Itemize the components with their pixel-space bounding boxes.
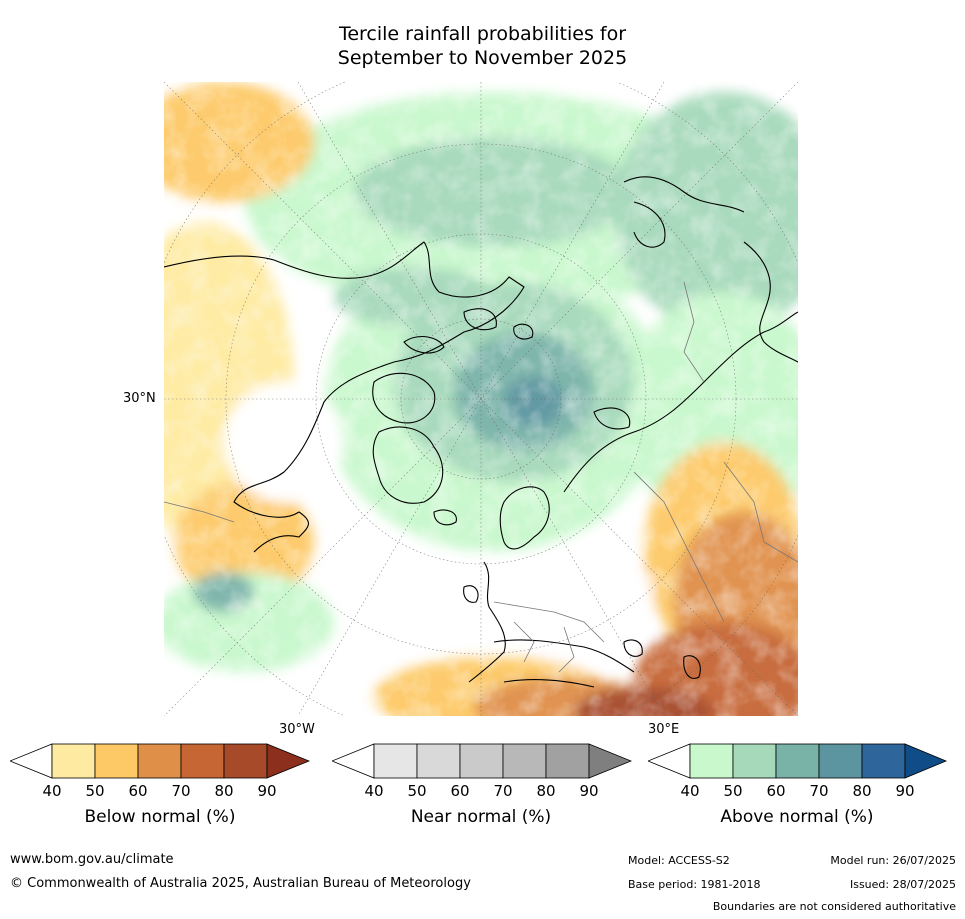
- map-title: Tercile rainfall probabilities for Septe…: [0, 22, 965, 70]
- below-swatch-under: [10, 743, 53, 779]
- colorbar-below-swatches: [10, 743, 310, 779]
- near-swatch-70-80: [502, 743, 547, 779]
- near-tick: 80: [536, 782, 556, 800]
- below-tick: 40: [42, 782, 62, 800]
- title-line-2: September to November 2025: [337, 47, 628, 69]
- near-normal-title: Near normal (%): [410, 807, 552, 827]
- above-tick: 70: [809, 782, 829, 800]
- near-swatch-60-70: [459, 743, 504, 779]
- model-name: Model: ACCESS-S2: [628, 854, 730, 867]
- below-swatch-40-50: [51, 743, 96, 779]
- below-swatch-50-60: [94, 743, 139, 779]
- above-tick: 40: [680, 782, 700, 800]
- near-tick: 50: [407, 782, 427, 800]
- above-swatch-over: [904, 743, 948, 779]
- title-line-1: Tercile rainfall probabilities for: [338, 23, 627, 45]
- above-tick: 50: [723, 782, 743, 800]
- below-swatch-70-80: [180, 743, 225, 779]
- above-swatch-60-70: [775, 743, 820, 779]
- below-tick: 80: [214, 782, 234, 800]
- below-normal-title: Below normal (%): [84, 807, 236, 827]
- below-tick: 60: [128, 782, 148, 800]
- above-swatch-70-80: [818, 743, 863, 779]
- near-swatch-50-60: [416, 743, 461, 779]
- latitude-label-30n: 30°N: [123, 391, 156, 406]
- below-tick: 50: [85, 782, 105, 800]
- below-swatch-over: [266, 743, 310, 779]
- colorbar-near-swatches: [332, 743, 632, 779]
- near-swatch-40-50: [373, 743, 418, 779]
- above-swatch-under: [648, 743, 691, 779]
- near-tick: 90: [579, 782, 599, 800]
- below-tick: 90: [257, 782, 277, 800]
- below-tick: 70: [171, 782, 191, 800]
- above-swatch-40-50: [689, 743, 734, 779]
- longitude-label-30e: 30°E: [648, 722, 680, 737]
- near-swatch-over: [588, 743, 632, 779]
- near-tick: 40: [364, 782, 384, 800]
- website-link[interactable]: www.bom.gov.au/climate: [10, 852, 174, 867]
- near-tick: 60: [450, 782, 470, 800]
- near-swatch-80-90: [545, 743, 590, 779]
- near-tick: 70: [493, 782, 513, 800]
- above-tick: 60: [766, 782, 786, 800]
- colorbar-above-swatches: [648, 743, 948, 779]
- colorbar-below-normal: [10, 743, 310, 779]
- above-tick: 90: [895, 782, 915, 800]
- copyright-text: © Commonwealth of Australia 2025, Austra…: [10, 876, 471, 891]
- below-swatch-80-90: [223, 743, 268, 779]
- above-swatch-50-60: [732, 743, 777, 779]
- boundary-disclaimer: Boundaries are not considered authoritat…: [712, 900, 956, 913]
- map-canvas: [164, 82, 798, 716]
- colorbar-above-normal: [648, 743, 948, 779]
- above-tick: 80: [852, 782, 872, 800]
- model-run-date: Model run: 26/07/2025: [830, 854, 956, 867]
- longitude-label-30w: 30°W: [279, 722, 315, 737]
- near-swatch-under: [332, 743, 375, 779]
- base-period: Base period: 1981-2018: [628, 878, 761, 891]
- below-swatch-60-70: [137, 743, 182, 779]
- issued-date: Issued: 28/07/2025: [849, 878, 956, 891]
- above-normal-title: Above normal (%): [720, 807, 874, 827]
- probability-map: [164, 82, 798, 716]
- colorbar-near-normal: [332, 743, 632, 779]
- above-swatch-80-90: [861, 743, 906, 779]
